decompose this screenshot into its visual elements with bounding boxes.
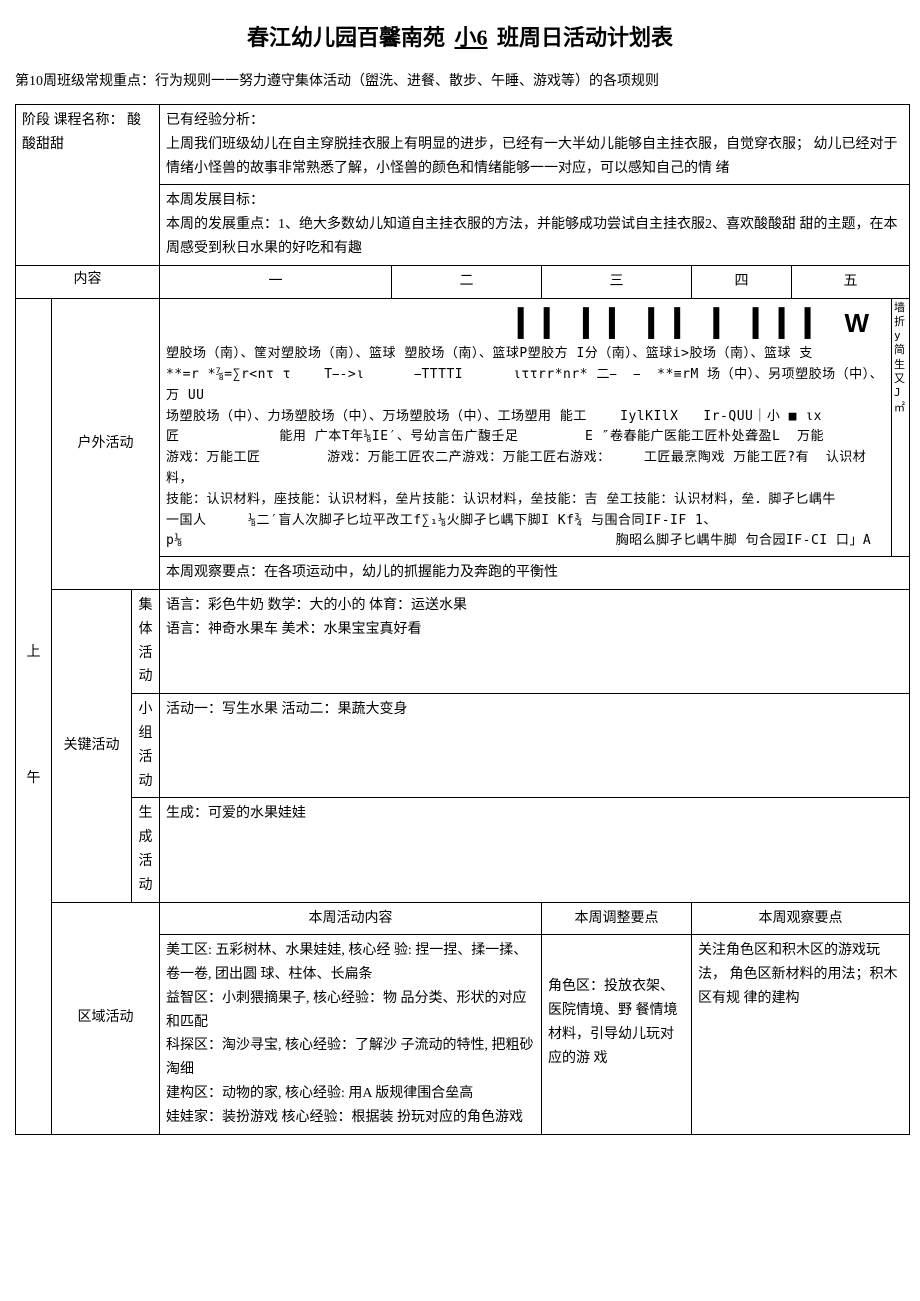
goal-text: 本周的发展重点：1、绝大多数幼儿知道自主挂衣服的方法，并能够成功尝试自主挂衣服2… — [166, 217, 898, 256]
area-observe-text: 关注角色区和积木区的游戏玩法， 角色区新材料的用法；积木区有规 律的建构 — [692, 935, 910, 1134]
generated-text: 生成：可爱的水果娃娃 — [160, 798, 910, 902]
period-am-label: 上 午 — [16, 298, 52, 1134]
outdoor-text: 塑胶场（南）、筐对塑胶场（南）、篮球 塑胶场（南）、篮球P塑胶方 I分（南）、篮… — [166, 344, 885, 552]
area-adjust-text: 角色区：投放衣架、医院情境、野 餐情境材料，引导幼儿玩对应的游 戏 — [542, 935, 692, 1134]
goal-cell: 本周发展目标： 本周的发展重点：1、绝大多数幼儿知道自主挂衣服的方法，并能够成功… — [160, 185, 910, 265]
outdoor-content: ▎▎ ▎▎ ▎▎ ▎ ▎▎▎ W 塑胶场（南）、筐对塑胶场（南）、篮球 塑胶场（… — [160, 298, 892, 557]
outdoor-label: 户外活动 — [52, 298, 160, 589]
experience-text: 上周我们班级幼儿在自主穿脱挂衣服上有明显的进步，已经有一大半幼儿能够自主挂衣服，… — [166, 137, 898, 176]
day-1: 一 — [160, 265, 392, 298]
content-label: 内容 — [16, 265, 160, 298]
title-class-number: 小6 — [450, 25, 491, 50]
title-suffix: 班周日活动计划表 — [492, 25, 674, 50]
phase-course-cell: 阶段 课程名称： 酸酸甜甜 — [16, 105, 160, 266]
day-2: 二 — [392, 265, 542, 298]
page-title: 春江幼儿园百馨南苑 小6 班周日活动计划表 — [15, 20, 905, 52]
day-5: 五 — [792, 265, 910, 298]
week-focus: 第10周班级常规重点：行为规则一一努力遵守集体活动（盥洗、进餐、散步、午睡、游戏… — [15, 70, 905, 90]
area-content-text: 美工区: 五彩树林、水果娃娃, 核心经 验: 捏一捏、揉一揉、卷一卷, 团出圆 … — [160, 935, 542, 1134]
area-head-observe: 本周观察要点 — [692, 902, 910, 935]
small-group-label: 小组活动 — [132, 694, 160, 798]
generated-label: 生成活动 — [132, 798, 160, 902]
group-activity-label: 集体活动 — [132, 589, 160, 693]
goal-label: 本周发展目标： — [166, 193, 264, 208]
plan-table: 阶段 课程名称： 酸酸甜甜 已有经验分析： 上周我们班级幼儿在自主穿脱挂衣服上有… — [15, 104, 910, 1135]
group-activity-text: 语言：彩色牛奶 数学：大的小的 体育：运送水果 语言：神奇水果车 美术：水果宝宝… — [160, 589, 910, 693]
day-4: 四 — [692, 265, 792, 298]
day-3: 三 — [542, 265, 692, 298]
outdoor-marks: ▎▎ ▎▎ ▎▎ ▎ ▎▎▎ W — [518, 308, 875, 338]
title-prefix: 春江幼儿园百馨南苑 — [247, 25, 451, 50]
area-activity-label: 区域活动 — [52, 902, 160, 1134]
area-head-content: 本周活动内容 — [160, 902, 542, 935]
outdoor-observe: 本周观察要点：在各项运动中，幼儿的抓握能力及奔跑的平衡性 — [160, 557, 910, 590]
experience-cell: 已有经验分析： 上周我们班级幼儿在自主穿脱挂衣服上有明显的进步，已经有一大半幼儿… — [160, 105, 910, 185]
experience-label: 已有经验分析： — [166, 113, 264, 128]
area-head-adjust: 本周调整要点 — [542, 902, 692, 935]
outdoor-side-text: 墙 折 y 简 生 又 J ㎡ — [892, 298, 910, 557]
key-activity-label: 关键活动 — [52, 589, 132, 902]
small-group-text: 活动一：写生水果 活动二：果蔬大变身 — [160, 694, 910, 798]
